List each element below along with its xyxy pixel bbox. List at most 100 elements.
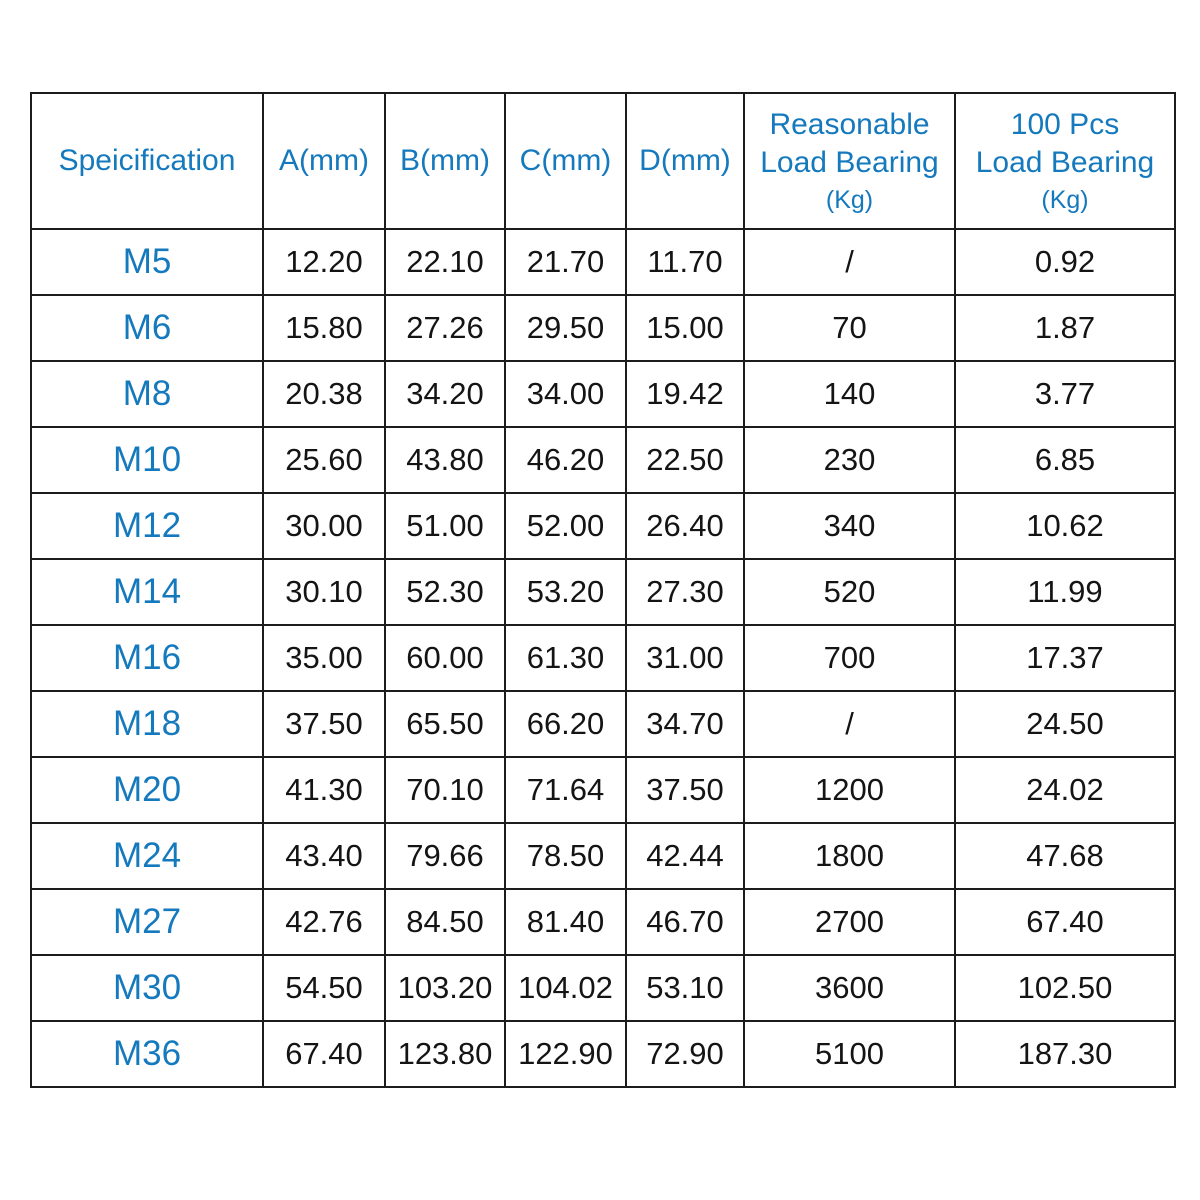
value-cell: 37.50	[262, 690, 386, 758]
value-cell: 43.80	[384, 426, 506, 494]
spec-cell: M20	[30, 756, 264, 824]
value-cell: 52.00	[504, 492, 627, 560]
table-row: M8 20.38 34.20 34.00 19.42 140 3.77	[30, 360, 1176, 428]
value-cell: 12.20	[262, 228, 386, 296]
value-cell: 47.68	[954, 822, 1176, 890]
value-cell: 29.50	[504, 294, 627, 362]
value-cell: 71.64	[504, 756, 627, 824]
value-cell: 104.02	[504, 954, 627, 1022]
value-cell: 67.40	[954, 888, 1176, 956]
value-cell: 52.30	[384, 558, 506, 626]
spec-cell: M8	[30, 360, 264, 428]
value-cell: 30.10	[262, 558, 386, 626]
value-cell: 11.70	[625, 228, 745, 296]
col-header-reasonable-load-bearing-label: Reasonable Load Bearing	[760, 107, 939, 179]
table-row: M10 25.60 43.80 46.20 22.50 230 6.85	[30, 426, 1176, 494]
value-cell: 65.50	[384, 690, 506, 758]
value-cell: 24.02	[954, 756, 1176, 824]
table-row: M16 35.00 60.00 61.30 31.00 700 17.37	[30, 624, 1176, 692]
table-body: M5 12.20 22.10 21.70 11.70/0.92 M6 15.80 27.26 2…	[30, 228, 1176, 1088]
col-header-reasonable-load-bearing: Reasonable Load Bearing (Kg)	[743, 92, 956, 230]
value-cell: 84.50	[384, 888, 506, 956]
col-header-b-mm: B(mm)	[384, 92, 506, 230]
value-cell: 70.10	[384, 756, 506, 824]
value-cell: 0.92	[954, 228, 1176, 296]
spec-cell: M24	[30, 822, 264, 890]
value-cell: 43.40	[262, 822, 386, 890]
value-cell: 140	[743, 360, 956, 428]
value-cell: 37.50	[625, 756, 745, 824]
table-row: M5 12.20 22.10 21.70 11.70/0.92	[30, 228, 1176, 296]
col-header-a-mm: A(mm)	[262, 92, 386, 230]
table-row: M20 41.30 70.10 71.64 37.50 1200 24.02	[30, 756, 1176, 824]
value-cell: 41.30	[262, 756, 386, 824]
value-cell: 66.20	[504, 690, 627, 758]
col-header-d-mm-label: D(mm)	[639, 143, 731, 177]
value-cell: 27.26	[384, 294, 506, 362]
value-cell: 22.50	[625, 426, 745, 494]
value-cell: 79.66	[384, 822, 506, 890]
value-cell: 340	[743, 492, 956, 560]
spec-cell: M18	[30, 690, 264, 758]
col-header-100pcs-load-bearing-unit: (Kg)	[1041, 186, 1089, 215]
value-cell: 1200	[743, 756, 956, 824]
value-cell: 25.60	[262, 426, 386, 494]
table-row: M18 37.50 65.50 66.20 34.70/24.50	[30, 690, 1176, 758]
value-cell: /	[743, 228, 956, 296]
value-cell: 54.50	[262, 954, 386, 1022]
value-cell: 60.00	[384, 624, 506, 692]
header-row: Speicification A(mm) B(mm) C(mm) D(mm) R…	[30, 92, 1176, 230]
col-header-b-mm-label: B(mm)	[400, 143, 490, 177]
col-header-c-mm: C(mm)	[504, 92, 627, 230]
value-cell: 22.10	[384, 228, 506, 296]
value-cell: 103.20	[384, 954, 506, 1022]
value-cell: 42.44	[625, 822, 745, 890]
spec-cell: M12	[30, 492, 264, 560]
value-cell: 53.10	[625, 954, 745, 1022]
value-cell: 67.40	[262, 1020, 386, 1088]
spec-cell: M30	[30, 954, 264, 1022]
value-cell: 81.40	[504, 888, 627, 956]
specification-table: Speicification A(mm) B(mm) C(mm) D(mm) R…	[30, 92, 1176, 1088]
col-header-100pcs-load-bearing-label: 100 Pcs Load Bearing	[975, 107, 1155, 179]
value-cell: 78.50	[504, 822, 627, 890]
col-header-specification: Speicification	[30, 92, 264, 230]
value-cell: 30.00	[262, 492, 386, 560]
table-row: M24 43.40 79.66 78.50 42.44 1800 47.68	[30, 822, 1176, 890]
col-header-d-mm: D(mm)	[625, 92, 745, 230]
value-cell: 17.37	[954, 624, 1176, 692]
spec-cell: M14	[30, 558, 264, 626]
value-cell: 3600	[743, 954, 956, 1022]
value-cell: 51.00	[384, 492, 506, 560]
value-cell: 122.90	[504, 1020, 627, 1088]
value-cell: 24.50	[954, 690, 1176, 758]
value-cell: 42.76	[262, 888, 386, 956]
spec-cell: M5	[30, 228, 264, 296]
value-cell: /	[743, 690, 956, 758]
value-cell: 61.30	[504, 624, 627, 692]
spec-cell: M10	[30, 426, 264, 494]
value-cell: 230	[743, 426, 956, 494]
value-cell: 31.00	[625, 624, 745, 692]
value-cell: 46.20	[504, 426, 627, 494]
value-cell: 123.80	[384, 1020, 506, 1088]
table-row: M6 15.80 27.26 29.50 15.00 70 1.87	[30, 294, 1176, 362]
col-header-a-mm-label: A(mm)	[279, 143, 369, 177]
spec-cell: M27	[30, 888, 264, 956]
value-cell: 11.99	[954, 558, 1176, 626]
table-row: M14 30.10 52.30 53.20 27.30 520 11.99	[30, 558, 1176, 626]
col-header-c-mm-label: C(mm)	[519, 143, 612, 177]
table-row: M36 67.40 123.80 122.90 72.90 5100 187.30	[30, 1020, 1176, 1088]
value-cell: 15.00	[625, 294, 745, 362]
value-cell: 2700	[743, 888, 956, 956]
value-cell: 27.30	[625, 558, 745, 626]
value-cell: 34.00	[504, 360, 627, 428]
value-cell: 520	[743, 558, 956, 626]
value-cell: 72.90	[625, 1020, 745, 1088]
value-cell: 34.20	[384, 360, 506, 428]
value-cell: 19.42	[625, 360, 745, 428]
value-cell: 26.40	[625, 492, 745, 560]
value-cell: 34.70	[625, 690, 745, 758]
col-header-specification-label: Speicification	[58, 143, 236, 177]
